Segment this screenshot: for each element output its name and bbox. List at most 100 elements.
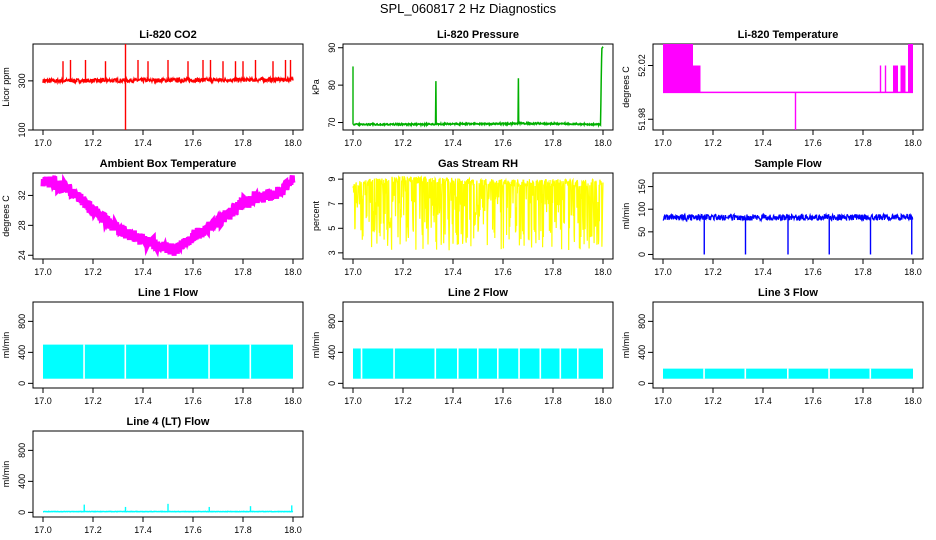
x-tick-label: 17.4 [444,396,462,406]
y-tick-label: 70 [327,118,337,128]
y-tick-label: 150 [637,179,647,194]
y-axis-label: degrees C [621,66,631,108]
panel-title: Gas Stream RH [438,158,518,170]
series-gap [744,368,747,379]
x-tick-label: 18.0 [904,396,922,406]
y-tick-label: 0 [637,252,647,257]
panel-pressure: Li-820 Pressure kPa 17.0 17.2 17.4 17.6 17.8 18… [311,29,614,148]
x-tick-label: 18.0 [284,138,302,148]
x-tick-label: 17.8 [234,267,252,277]
x-tick-label: 17.8 [234,525,252,535]
series-gap [559,348,562,379]
x-tick-label: 18.0 [594,267,612,277]
y-tick-label: 400 [637,345,647,360]
x-tick-label: 17.0 [654,396,672,406]
plot-frame [32,430,304,518]
x-tick-label: 17.8 [234,396,252,406]
x-tick-label: 17.2 [84,396,102,406]
x-tick-label: 17.0 [654,138,672,148]
x-tick-label: 17.8 [854,396,872,406]
x-tick-label: 17.0 [34,396,52,406]
page-title: SPL_060817 2 Hz Diagnostics [379,1,557,16]
panel-sample: Sample Flow ml/min 17.0 17.2 17.4 17.6 17.8 18.… [621,158,924,277]
plot-frame [342,43,614,131]
x-tick-label: 18.0 [284,396,302,406]
series-gap [434,348,437,379]
series-band [693,65,701,93]
series-band [900,65,906,93]
series-line [40,173,296,258]
y-axis-label: percent [311,200,321,231]
x-tick-label: 17.4 [754,267,772,277]
x-tick-label: 17.2 [704,138,722,148]
panel-title: Ambient Box Temperature [100,158,237,170]
series-gap [393,348,395,379]
x-tick-label: 17.2 [394,138,412,148]
x-tick-label: 17.8 [544,138,562,148]
x-tick-label: 17.8 [544,396,562,406]
x-tick-label: 17.4 [134,525,152,535]
x-tick-label: 17.4 [444,138,462,148]
x-tick-label: 18.0 [284,525,302,535]
series-band [893,65,898,93]
x-tick-label: 17.2 [704,267,722,277]
y-tick-label: 50 [637,227,647,237]
y-tick-label: 400 [17,474,27,489]
series-line [352,46,604,128]
y-tick-label: 300 [17,73,27,88]
x-tick-label: 17.6 [494,396,512,406]
panel-title: Li-820 CO2 [139,29,196,41]
x-tick-label: 17.4 [134,396,152,406]
y-tick-label: 0 [327,381,337,386]
panel-line2: Line 2 Flow ml/min 17.0 17.2 17.4 17.6 17.8 18.… [311,287,614,406]
y-tick-label: 52.02 [637,54,647,77]
y-tick-label: 80 [327,80,337,90]
x-tick-label: 17.6 [184,267,202,277]
x-tick-label: 17.6 [494,138,512,148]
panel-title: Line 2 Flow [448,287,508,299]
x-tick-label: 17.6 [184,138,202,148]
series-band [663,44,693,93]
y-tick-label: 100 [17,122,27,137]
plot-frame [342,172,614,260]
plot-frame [652,301,924,389]
y-tick-label: 800 [17,443,27,458]
y-axis-label: Licor ppm [1,67,11,107]
x-tick-label: 17.4 [134,267,152,277]
series-gap [124,344,127,379]
series-gap [497,348,499,379]
y-tick-label: 800 [637,314,647,329]
x-tick-label: 17.6 [184,396,202,406]
y-tick-label: 28 [17,220,27,230]
x-tick-label: 17.4 [444,267,462,277]
y-tick-label: 51.98 [637,108,647,131]
panel-title: Line 1 Flow [138,287,198,299]
y-tick-label: 24 [17,250,27,260]
x-tick-label: 17.6 [494,267,512,277]
x-tick-label: 17.2 [84,525,102,535]
x-tick-label: 17.2 [84,267,102,277]
plot-frame [32,301,304,389]
y-tick-label: 5 [327,226,337,231]
y-tick-label: 3 [327,250,337,255]
x-tick-label: 18.0 [904,138,922,148]
series-band [908,44,913,93]
panel-co2: Li-820 CO2 Licor ppm 17.0 17.2 17.4 17.6 17.8 1… [1,29,304,148]
plot-frame [32,43,304,131]
y-tick-label: 32 [17,190,27,200]
x-tick-label: 18.0 [594,138,612,148]
series-gap [360,348,363,379]
series-gap [787,368,789,379]
panel-ambient: Ambient Box Temperature degrees C 17.0 17.2… [1,158,304,277]
x-tick-label: 17.0 [344,396,362,406]
x-tick-label: 17.0 [34,525,52,535]
y-tick-label: 7 [327,201,337,206]
panel-line1: Line 1 Flow ml/min 17.0 17.2 17.4 17.6 17.8 18.… [1,287,304,406]
series-gap [249,344,252,379]
plot-frame [32,172,304,260]
series-gap [518,348,520,379]
x-tick-label: 17.6 [184,525,202,535]
y-tick-label: 9 [327,177,337,182]
x-tick-label: 17.0 [654,267,672,277]
